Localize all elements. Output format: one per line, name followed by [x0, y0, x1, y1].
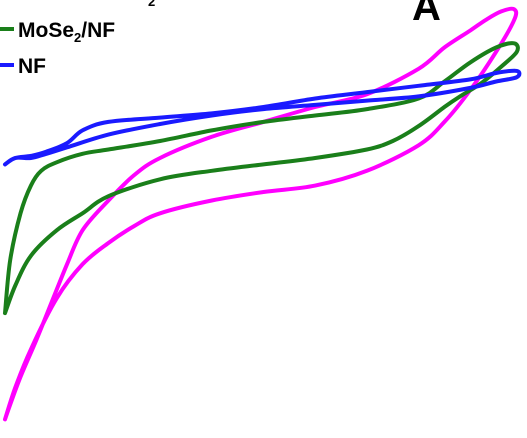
- series-magenta-curve: [3, 6, 519, 422]
- legend-label-mose2-suffix: /NF: [81, 19, 115, 42]
- legend-label-mose2-prefix: MoSe: [18, 19, 74, 42]
- legend-label-mose2-subscript: 2: [74, 30, 81, 45]
- legend-partial-subscript: 2: [148, 0, 155, 9]
- series-mose2-nf-curve: [3, 41, 520, 316]
- series-layer: [3, 6, 522, 422]
- legend-label-nf: NF: [18, 55, 46, 78]
- legend-label-mose2-nf: MoSe2/NF: [18, 19, 115, 45]
- series-nf-curve: [3, 68, 522, 167]
- panel-label: A: [412, 0, 441, 29]
- legend: 2 MoSe2/NF NF: [0, 0, 155, 78]
